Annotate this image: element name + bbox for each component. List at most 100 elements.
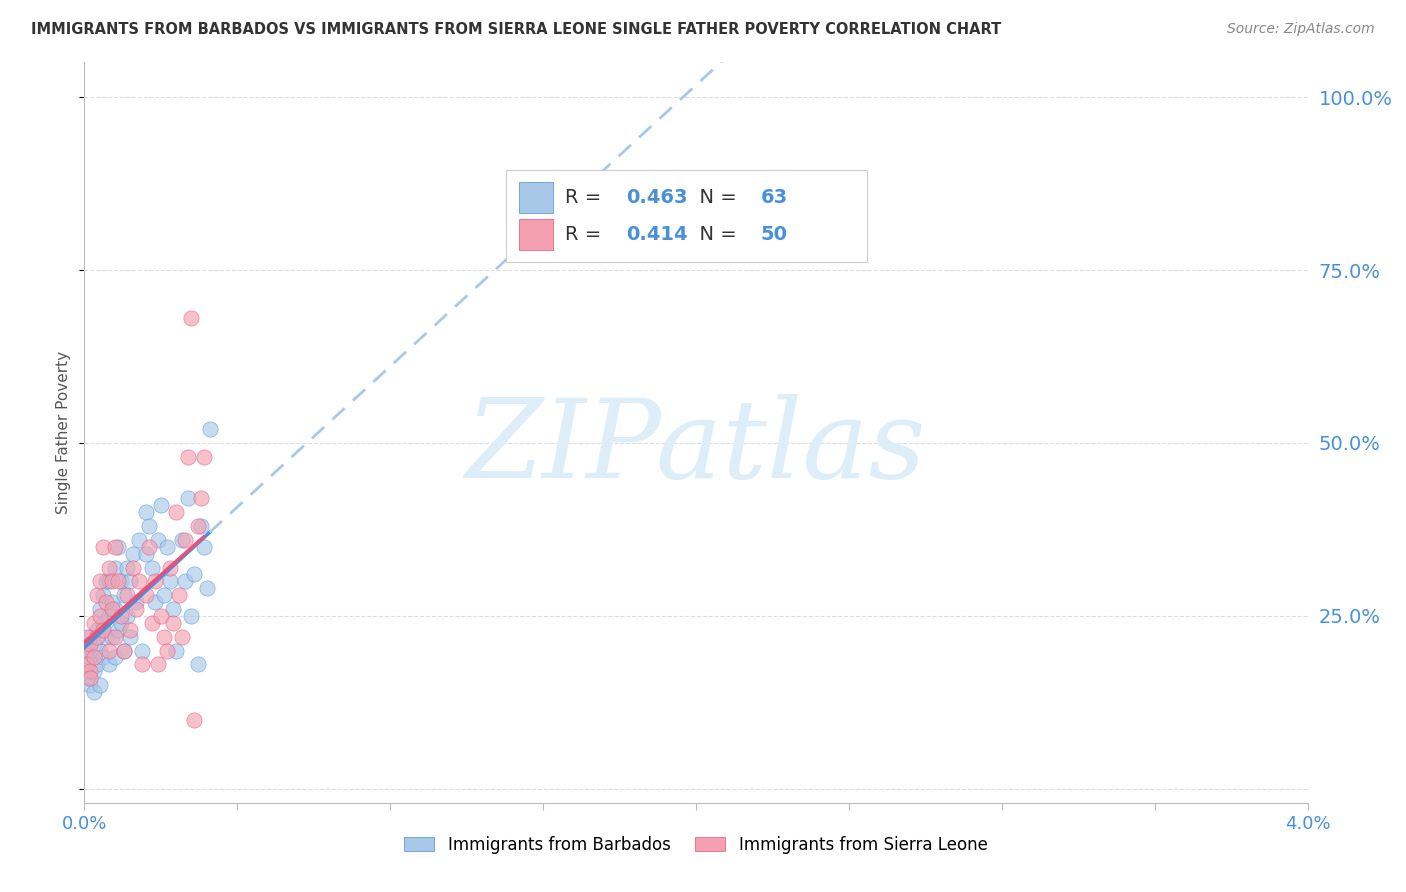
Point xyxy=(125,602,148,616)
Point xyxy=(83,685,105,699)
Point xyxy=(143,595,166,609)
Point xyxy=(76,630,98,644)
Text: R =: R = xyxy=(565,226,607,244)
Point xyxy=(153,630,176,644)
Point xyxy=(190,519,212,533)
Point xyxy=(89,643,111,657)
Point xyxy=(86,630,108,644)
Text: Source: ZipAtlas.com: Source: ZipAtlas.com xyxy=(1227,22,1375,37)
Text: 50: 50 xyxy=(761,226,787,244)
Point xyxy=(186,519,208,533)
Point xyxy=(107,623,129,637)
Point xyxy=(159,560,181,574)
Point xyxy=(195,582,218,596)
Point xyxy=(146,657,169,672)
Point xyxy=(86,588,108,602)
Point xyxy=(183,713,205,727)
Legend: Immigrants from Barbados, Immigrants from Sierra Leone: Immigrants from Barbados, Immigrants fro… xyxy=(405,836,987,854)
Point xyxy=(86,623,108,637)
Point xyxy=(162,615,184,630)
Point xyxy=(149,609,172,624)
Point xyxy=(91,623,114,637)
Point xyxy=(91,615,114,630)
Point xyxy=(143,574,166,589)
Point xyxy=(91,588,114,602)
Point xyxy=(141,615,163,630)
Point xyxy=(110,609,132,624)
Point xyxy=(76,657,98,672)
Point xyxy=(141,560,163,574)
Point xyxy=(73,643,96,657)
Point xyxy=(101,602,124,616)
Point xyxy=(183,567,205,582)
Point xyxy=(159,574,181,589)
Point xyxy=(115,609,138,624)
Point xyxy=(135,547,157,561)
Point xyxy=(104,540,127,554)
Point xyxy=(162,602,184,616)
Point xyxy=(97,657,120,672)
Bar xyxy=(519,182,553,213)
Text: R =: R = xyxy=(565,188,607,208)
Point xyxy=(79,637,101,651)
Point xyxy=(167,588,190,602)
Point xyxy=(125,595,148,609)
Point xyxy=(97,560,120,574)
Point xyxy=(91,540,114,554)
Point xyxy=(128,574,150,589)
Point xyxy=(83,615,105,630)
Y-axis label: Single Father Poverty: Single Father Poverty xyxy=(56,351,72,514)
Point xyxy=(165,643,187,657)
Point xyxy=(89,609,111,624)
Point xyxy=(112,588,135,602)
Point xyxy=(131,643,153,657)
Text: IMMIGRANTS FROM BARBADOS VS IMMIGRANTS FROM SIERRA LEONE SINGLE FATHER POVERTY C: IMMIGRANTS FROM BARBADOS VS IMMIGRANTS F… xyxy=(31,22,1001,37)
Point xyxy=(122,547,145,561)
Point xyxy=(190,491,212,506)
Point xyxy=(94,595,117,609)
Point xyxy=(131,657,153,672)
Point xyxy=(174,574,197,589)
Point xyxy=(172,533,194,547)
Point xyxy=(112,643,135,657)
Point xyxy=(193,450,215,464)
Point xyxy=(156,540,179,554)
Point xyxy=(122,560,145,574)
Point xyxy=(101,595,124,609)
Point xyxy=(156,643,179,657)
Point xyxy=(97,609,120,624)
Point xyxy=(86,657,108,672)
Point xyxy=(128,533,150,547)
Point xyxy=(198,422,221,436)
Point xyxy=(83,665,105,679)
FancyBboxPatch shape xyxy=(506,169,868,262)
Point xyxy=(79,650,101,665)
Text: ZIPatlas: ZIPatlas xyxy=(465,393,927,501)
Point xyxy=(180,311,202,326)
Point xyxy=(120,574,142,589)
Point xyxy=(104,630,127,644)
Point xyxy=(97,574,120,589)
Point xyxy=(89,574,111,589)
Point xyxy=(120,623,142,637)
Text: 0.414: 0.414 xyxy=(626,226,688,244)
Point xyxy=(107,574,129,589)
Point xyxy=(172,630,194,644)
Point xyxy=(177,491,200,506)
Point xyxy=(135,505,157,519)
Point xyxy=(104,650,127,665)
Point xyxy=(115,588,138,602)
Point xyxy=(115,560,138,574)
Point xyxy=(107,540,129,554)
Point xyxy=(138,540,160,554)
Point xyxy=(174,533,197,547)
Point xyxy=(110,574,132,589)
Point xyxy=(180,609,202,624)
Point xyxy=(146,533,169,547)
Point xyxy=(112,643,135,657)
Point xyxy=(79,671,101,685)
Text: 0.463: 0.463 xyxy=(626,188,688,208)
Point xyxy=(76,643,98,657)
Point xyxy=(79,630,101,644)
Point xyxy=(101,574,124,589)
